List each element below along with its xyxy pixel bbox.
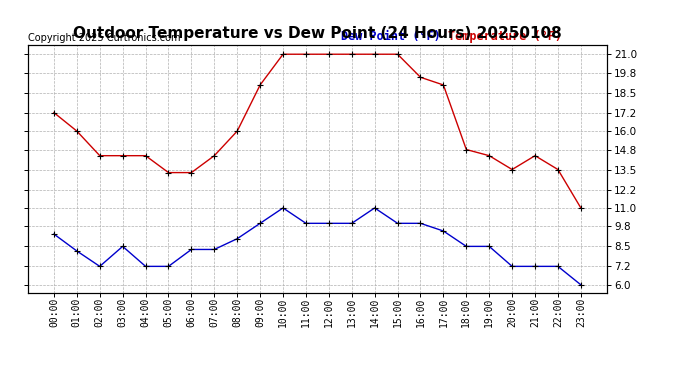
Title: Outdoor Temperature vs Dew Point (24 Hours) 20250108: Outdoor Temperature vs Dew Point (24 Hou… xyxy=(73,26,562,41)
Text: Copyright 2025 Curtronics.com: Copyright 2025 Curtronics.com xyxy=(28,33,180,42)
Text: Dew Point (°F): Dew Point (°F) xyxy=(341,30,440,42)
Text: Temperature (°F): Temperature (°F) xyxy=(448,30,562,42)
